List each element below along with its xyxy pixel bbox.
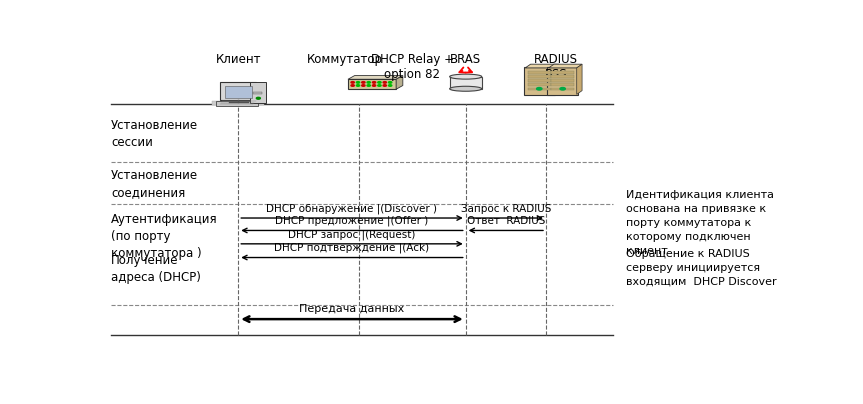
Circle shape (560, 88, 565, 90)
Text: Установление
сессии: Установление сессии (111, 119, 198, 149)
Circle shape (383, 82, 387, 83)
Bar (528, 80, 551, 82)
Text: DHCP Relay +
option 82: DHCP Relay + option 82 (371, 53, 454, 81)
Text: DHCP запрос |(Request): DHCP запрос |(Request) (288, 229, 416, 240)
Polygon shape (553, 64, 558, 95)
Ellipse shape (450, 74, 482, 79)
Text: Получение
адреса (DHCP): Получение адреса (DHCP) (111, 255, 201, 284)
Text: BRAS: BRAS (450, 53, 482, 66)
Text: Ответ  RADIUS: Ответ RADIUS (467, 217, 545, 226)
Circle shape (351, 85, 355, 86)
FancyBboxPatch shape (220, 82, 256, 101)
Bar (225, 86, 252, 98)
Circle shape (383, 85, 387, 86)
Text: Установление
соединения: Установление соединения (111, 169, 198, 199)
FancyBboxPatch shape (524, 67, 555, 95)
Circle shape (367, 85, 370, 86)
Circle shape (351, 82, 355, 83)
Polygon shape (576, 64, 582, 95)
Text: Передача данных: Передача данных (299, 305, 405, 314)
Polygon shape (348, 76, 403, 79)
Text: Запрос к RADIUS: Запрос к RADIUS (461, 204, 551, 214)
Text: Обращение к RADIUS
серверу инициируется
входящим  DHCP Discover: Обращение к RADIUS серверу инициируется … (627, 249, 777, 287)
Bar (551, 72, 574, 74)
Text: DHCP подтверждение |(Ack): DHCP подтверждение |(Ack) (274, 243, 430, 253)
Polygon shape (396, 76, 403, 89)
Circle shape (362, 85, 365, 86)
Circle shape (367, 82, 370, 83)
Circle shape (388, 82, 392, 83)
Bar (551, 88, 574, 90)
Bar (551, 84, 574, 86)
Circle shape (356, 85, 360, 86)
Circle shape (373, 82, 375, 83)
Bar (528, 76, 551, 78)
Circle shape (373, 85, 375, 86)
Text: DHCP обнаружение |(Discover ): DHCP обнаружение |(Discover ) (267, 204, 438, 214)
Circle shape (537, 88, 542, 90)
FancyBboxPatch shape (249, 82, 266, 103)
Circle shape (378, 85, 381, 86)
Polygon shape (549, 64, 582, 68)
Text: Аутентификация
(по порту
коммутатора ): Аутентификация (по порту коммутатора ) (111, 213, 217, 260)
Circle shape (378, 82, 381, 83)
FancyBboxPatch shape (547, 67, 578, 95)
Bar (348, 79, 396, 89)
Circle shape (388, 85, 392, 86)
Ellipse shape (450, 86, 482, 91)
Circle shape (356, 82, 360, 83)
Text: Идентификация клиента
основана на привязке к
порту коммутатора к
которому подклю: Идентификация клиента основана на привяз… (627, 190, 774, 256)
FancyBboxPatch shape (217, 101, 258, 106)
Bar (528, 84, 551, 86)
Circle shape (362, 82, 365, 83)
Text: Клиент: Клиент (216, 53, 261, 66)
Text: RADIUS
BSS: RADIUS BSS (534, 53, 578, 81)
FancyBboxPatch shape (212, 101, 264, 105)
Polygon shape (526, 64, 558, 68)
Text: DHCP предложение |(Offer ): DHCP предложение |(Offer ) (275, 216, 429, 226)
Text: Коммутатор: Коммутатор (307, 53, 383, 66)
Bar (253, 92, 261, 94)
Bar (551, 76, 574, 78)
Bar (450, 77, 482, 89)
Bar (551, 80, 574, 82)
Bar (528, 72, 551, 74)
Circle shape (256, 97, 261, 99)
Bar (528, 88, 551, 90)
